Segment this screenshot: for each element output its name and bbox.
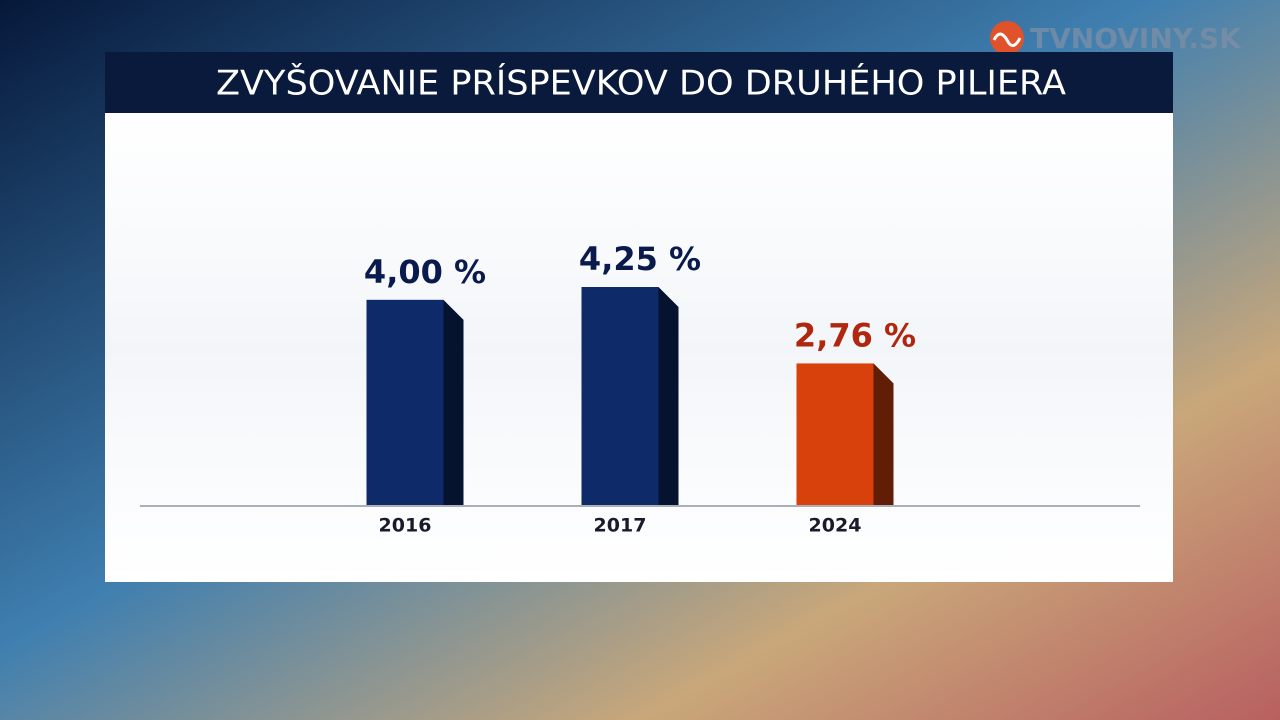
chart-title: ZVYŠOVANIE PRÍSPEVKOV DO DRUHÉHO PILIERA — [216, 63, 1066, 104]
bar — [581, 287, 659, 505]
bar — [366, 299, 444, 505]
bar — [796, 363, 874, 505]
logo-wave — [992, 32, 1022, 47]
logo-text: TVNOVINY.SK — [1030, 22, 1242, 55]
value-label: 4,00 % — [364, 253, 486, 291]
value-label: 4,25 % — [579, 240, 701, 278]
bar-side — [873, 363, 894, 505]
value-label: 2,76 % — [794, 316, 916, 354]
x-tick-label: 2016 — [379, 515, 432, 537]
title-bar — [105, 52, 1173, 114]
bar-side — [658, 287, 679, 505]
bar-side — [443, 299, 464, 505]
x-tick-label: 2024 — [809, 515, 862, 537]
x-tick-label: 2017 — [594, 515, 647, 537]
